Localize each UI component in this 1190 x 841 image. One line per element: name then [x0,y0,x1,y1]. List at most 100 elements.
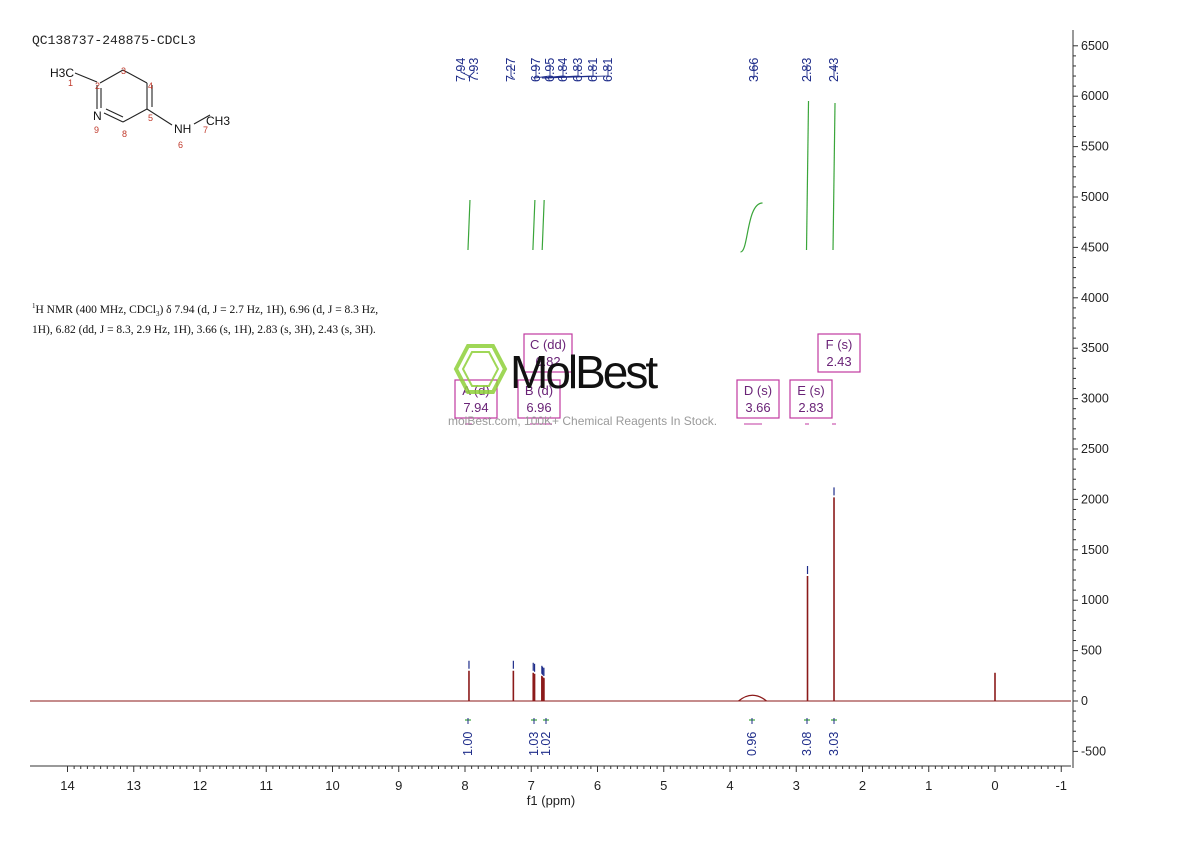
peak-leader-line [806,64,808,79]
multiplet-shift: 3.66 [745,400,770,415]
nh-label: NH [174,122,191,136]
x-tick-label: 2 [859,778,866,793]
y-tick-label: 6500 [1081,39,1109,53]
atom-number-8: 8 [122,129,127,139]
nmr-description: 1H NMR (400 MHz, CDCl3) δ 7.94 (d, J = 2… [32,298,392,338]
x-tick-label: 10 [325,778,339,793]
x-tick-label: 3 [793,778,800,793]
peak-leader-line [543,64,609,79]
y-tick-label: 1000 [1081,593,1109,607]
integral-value-label: 3.08 [800,732,814,756]
integral-value-label: 0.96 [745,732,759,756]
cdcl3-subscript: 3 [155,310,160,319]
nmr-text-part1: H NMR (400 MHz, CDCl [35,303,156,316]
peak-leader-line [534,64,551,79]
x-tick-label: 13 [127,778,141,793]
watermark-tagline: molBest.com, 100K+ Chemical Reagents In … [448,414,718,428]
spectrum-trace [30,497,1071,702]
y-tick-label: 2500 [1081,442,1109,456]
x-tick-label: 14 [60,778,74,793]
peak-leader-line [532,64,537,79]
integral-curve [532,199,536,251]
multiplet-label: F (s) [826,337,853,352]
multiplet-label: B (d) [525,383,553,398]
multiplet-shift: 7.94 [463,400,488,415]
atom-number-2: 2 [95,81,100,91]
y-tick-label: 4000 [1081,291,1109,305]
multiplet-box [789,379,833,419]
x-tick-label: 9 [395,778,402,793]
nmr-text-part2: ) δ 7.94 (d, J = 2.7 Hz, 1H), 6.96 (d, J… [32,303,379,337]
multiplet-label: E (s) [797,383,824,398]
multiplet-box [736,379,780,419]
y-tick-label: 2000 [1081,492,1109,506]
sample-id-label: QC138737-248875-CDCL3 [32,33,196,48]
multiplet-boxes: A (d)7.94B (d)6.96C (dd)6.82D (s)3.66E (… [454,333,861,425]
atom-number-3: 3 [121,66,126,76]
atom-number-7: 7 [203,125,208,135]
x-tick-label: 4 [726,778,733,793]
x-tick-label: 12 [193,778,207,793]
multiplet-box [523,333,573,373]
multiplet-shift: 2.83 [798,400,823,415]
pyridine-n-label: N [93,109,102,123]
atom-number-9: 9 [94,125,99,135]
integral-labels: 1.00 1.031.02 0.96 3.08 3.03 [461,718,841,756]
integral-curve [467,199,471,251]
integral-value-label: 1.03 [527,732,541,756]
y-tick-label: 1500 [1081,543,1109,557]
peak-labels: 7.94 7.93 7.27 6.97 6.95 6.84 6.83 6.81 6.81 3.66… [454,58,841,676]
peak-leader-line [510,64,514,79]
y-tick-label: 4500 [1081,240,1109,254]
molbest-logo-icon [453,344,508,394]
integral-curve [541,199,545,251]
peak-leader-line [469,68,475,78]
ch3-left-label: H3C [50,66,74,80]
integral-curve [805,100,810,251]
x-axis-title: f1 (ppm) [527,793,575,808]
integral-value-label: 1.02 [539,732,553,756]
x-tick-label: 6 [594,778,601,793]
y-tick-label: -500 [1081,744,1106,758]
x-tick-label: 8 [461,778,468,793]
x-axis-ticks: 14 13 12 11 10 9 8 7 6 5 4 3 2 1 0 -1 [60,766,1067,793]
multiplet-box [817,333,861,373]
integral-value-label: 3.03 [827,732,841,756]
x-tick-label: 7 [528,778,535,793]
y-tick-label: 6000 [1081,89,1109,103]
integral-curve [740,202,763,253]
peak-leader-line [460,68,470,78]
atom-number-6: 6 [178,140,183,150]
y-tick-label: 0 [1081,694,1088,708]
peak-leader-line [752,64,755,79]
y-tick-label: 3000 [1081,392,1109,406]
multiplet-box [517,379,561,419]
x-tick-label: 5 [660,778,667,793]
integral-curve [832,102,836,251]
x-tick-label: 1 [925,778,932,793]
isotope-superscript: 1 [32,302,36,310]
multiplet-label: C (dd) [530,337,566,352]
y-tick-label: 5000 [1081,190,1109,204]
x-tick-label: -1 [1055,778,1067,793]
watermark-brand-name: MolBest [510,346,658,398]
x-tick-label: 0 [991,778,998,793]
multiplet-label: D (s) [744,383,772,398]
multiplet-shift: 6.96 [526,400,551,415]
ch3-right-label: CH3 [206,114,230,128]
multiplet-shift: 6.82 [535,354,560,369]
y-axis-ticks: 6500600055005000450040003500300025002000… [1073,39,1109,758]
y-tick-label: 5500 [1081,140,1109,154]
molecule-structure: H3C N NH CH3 1 2 3 4 5 6 7 8 9 [50,66,230,150]
y-tick-label: 500 [1081,644,1102,658]
x-tick-label: 11 [260,778,274,793]
y-tick-label: 3500 [1081,341,1109,355]
multiplet-shift: 2.43 [826,354,851,369]
integral-curves [467,100,836,253]
integral-value-label: 1.00 [461,732,475,756]
atom-number-5: 5 [148,113,153,123]
spectrum-peak [738,694,767,702]
atom-number-1: 1 [68,78,73,88]
atom-number-4: 4 [148,81,153,91]
